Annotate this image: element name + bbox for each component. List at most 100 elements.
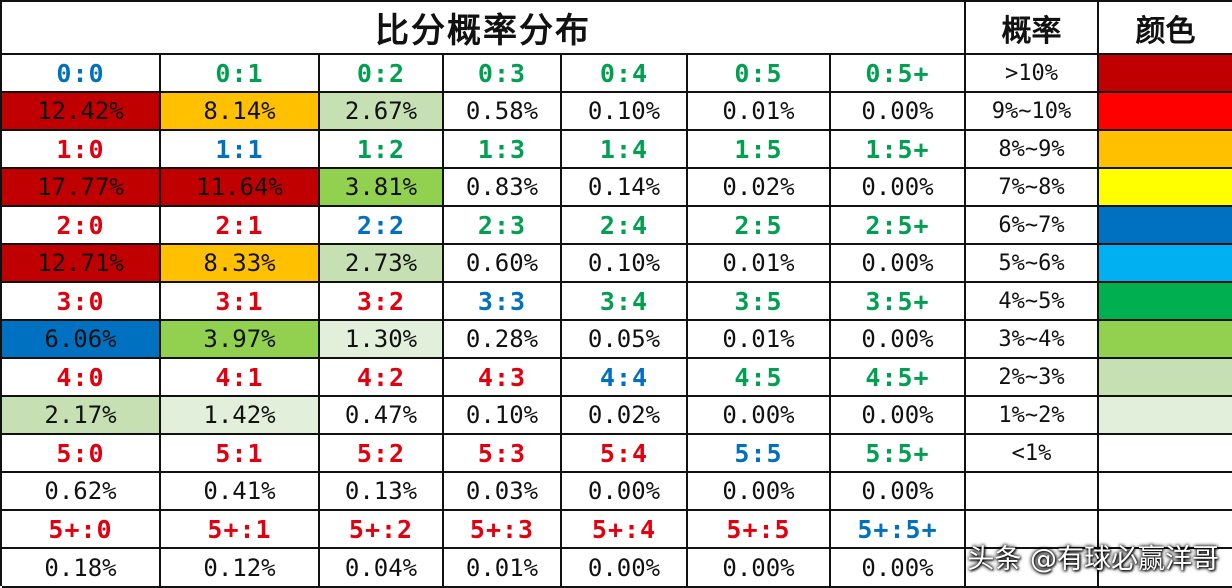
legend-swatch [1099,283,1232,321]
probability-cell: 8.33% [161,245,320,283]
probability-cell: 0.00% [562,473,688,511]
legend-swatch [1099,435,1232,473]
score-label: 1:4 [562,131,688,169]
score-label: 1:2 [320,131,444,169]
legend-empty [1099,549,1232,588]
probability-cell: 0.41% [161,473,320,511]
legend-swatch [1099,55,1232,93]
probability-cell: 0.18% [2,549,161,588]
probability-cell: 0.01% [688,245,831,283]
probability-cell: 8.14% [161,93,320,131]
score-label: 5:5 [688,435,831,473]
probability-cell: 0.00% [831,473,966,511]
score-label: 2:3 [444,207,562,245]
probability-cell: 0.00% [688,473,831,511]
legend-label: 8%~9% [966,131,1099,169]
probability-cell: 0.00% [688,549,831,588]
probability-cell: 0.00% [831,245,966,283]
score-label: 5+:5+ [831,511,966,549]
score-label: 5:1 [161,435,320,473]
legend-swatch [1099,245,1232,283]
probability-cell: 0.00% [831,321,966,359]
header-color: 颜色 [1099,2,1232,55]
probability-cell: 0.02% [688,169,831,207]
probability-cell: 0.05% [562,321,688,359]
score-label: 4:4 [562,359,688,397]
probability-cell: 0.62% [2,473,161,511]
score-label: 2:5+ [831,207,966,245]
score-label: 0:2 [320,55,444,93]
legend-label: 7%~8% [966,169,1099,207]
score-label: 4:5 [688,359,831,397]
score-label: 5+:4 [562,511,688,549]
legend-label: >10% [966,55,1099,93]
score-label: 3:3 [444,283,562,321]
legend-swatch [1099,207,1232,245]
score-label: 1:3 [444,131,562,169]
score-label: 5:0 [2,435,161,473]
probability-cell: 2.67% [320,93,444,131]
probability-cell: 0.10% [444,397,562,435]
probability-cell: 3.97% [161,321,320,359]
score-label: 5+:3 [444,511,562,549]
probability-cell: 0.83% [444,169,562,207]
probability-cell: 0.13% [320,473,444,511]
probability-cell: 0.10% [562,245,688,283]
score-label: 0:0 [2,55,161,93]
legend-swatch [1099,131,1232,169]
legend-swatch [1099,321,1232,359]
legend-empty [966,511,1099,549]
score-label: 1:5 [688,131,831,169]
score-label: 4:0 [2,359,161,397]
score-label: 5+:0 [2,511,161,549]
score-label: 0:1 [161,55,320,93]
score-label: 5+:5 [688,511,831,549]
probability-cell: 0.60% [444,245,562,283]
probability-cell: 1.30% [320,321,444,359]
probability-cell: 0.02% [562,397,688,435]
score-label: 2:0 [2,207,161,245]
legend-label: 2%~3% [966,359,1099,397]
score-label: 0:5+ [831,55,966,93]
score-label: 4:2 [320,359,444,397]
score-label: 2:4 [562,207,688,245]
score-label: 2:5 [688,207,831,245]
score-label: 4:1 [161,359,320,397]
probability-cell: 1.42% [161,397,320,435]
score-label: 0:4 [562,55,688,93]
probability-cell: 0.00% [831,397,966,435]
score-label: 5+:2 [320,511,444,549]
legend-swatch [1099,397,1232,435]
score-label: 1:0 [2,131,161,169]
score-label: 4:5+ [831,359,966,397]
legend-label: 4%~5% [966,283,1099,321]
probability-cell: 12.42% [2,93,161,131]
score-label: 3:5+ [831,283,966,321]
legend-label: 5%~6% [966,245,1099,283]
legend-label: <1% [966,435,1099,473]
score-label: 0:3 [444,55,562,93]
probability-cell: 2.17% [2,397,161,435]
legend-swatch [1099,93,1232,131]
score-label: 3:2 [320,283,444,321]
header-probability: 概率 [966,2,1099,55]
probability-cell: 0.03% [444,473,562,511]
legend-empty [1099,511,1232,549]
score-label: 4:3 [444,359,562,397]
probability-cell: 17.77% [2,169,161,207]
score-label: 2:1 [161,207,320,245]
score-label: 5:3 [444,435,562,473]
score-label: 1:5+ [831,131,966,169]
probability-cell: 3.81% [320,169,444,207]
score-label: 3:5 [688,283,831,321]
score-label: 3:1 [161,283,320,321]
score-label: 3:4 [562,283,688,321]
legend-empty [966,549,1099,588]
probability-cell: 0.47% [320,397,444,435]
probability-cell: 0.04% [320,549,444,588]
legend-empty [966,473,1099,511]
probability-cell: 0.00% [562,549,688,588]
legend-label: 1%~2% [966,397,1099,435]
probability-cell: 0.14% [562,169,688,207]
